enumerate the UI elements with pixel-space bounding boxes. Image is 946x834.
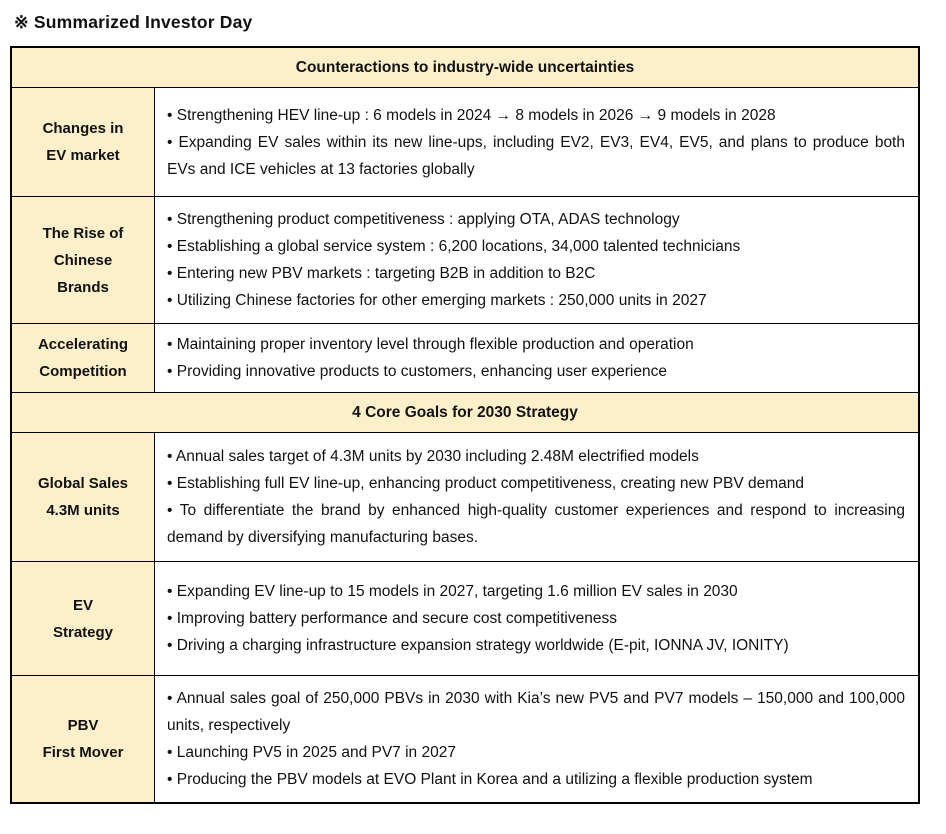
table-row-pbv-first-mover: PBV First Mover • Annual sales goal of 2… bbox=[12, 676, 918, 802]
row-label-rise-of-chinese-brands: The Rise of Chinese Brands bbox=[12, 197, 155, 323]
bullet-line: • Establishing full EV line-up, enhancin… bbox=[167, 475, 804, 492]
row-label-pbv-first-mover: PBV First Mover bbox=[12, 676, 155, 802]
bullet-line: • Driving a charging infrastructure expa… bbox=[167, 637, 789, 654]
table-row-rise-of-chinese-brands: The Rise of Chinese Brands • Strengtheni… bbox=[12, 197, 918, 324]
row-label-accelerating-competition: Accelerating Competition bbox=[12, 324, 155, 392]
bullet-line: • Providing innovative products to custo… bbox=[167, 363, 667, 380]
bullet-line: • Utilizing Chinese factories for other … bbox=[167, 292, 707, 309]
row-content-ev-strategy: • Expanding EV line-up to 15 models in 2… bbox=[155, 562, 918, 675]
bullet-line: • Annual sales goal of 250,000 PBVs in 2… bbox=[167, 690, 905, 734]
row-content-changes-in-ev-market: • Strengthening HEV line-up : 6 models i… bbox=[155, 88, 918, 196]
bullet-line: • Expanding EV line-up to 15 models in 2… bbox=[167, 583, 738, 600]
table-row-accelerating-competition: Accelerating Competition • Maintaining p… bbox=[12, 324, 918, 393]
bullet-line: • Annual sales target of 4.3M units by 2… bbox=[167, 448, 699, 465]
row-label-changes-in-ev-market: Changes in EV market bbox=[12, 88, 155, 196]
row-content-pbv-first-mover: • Annual sales goal of 250,000 PBVs in 2… bbox=[155, 676, 918, 802]
bullet-line: • Entering new PBV markets : targeting B… bbox=[167, 265, 596, 282]
table-row-ev-strategy: EV Strategy • Expanding EV line-up to 15… bbox=[12, 562, 918, 676]
row-label-ev-strategy: EV Strategy bbox=[12, 562, 155, 675]
bullet-line: • Launching PV5 in 2025 and PV7 in 2027 bbox=[167, 744, 456, 761]
section-header-counteractions: Counteractions to industry-wide uncertai… bbox=[12, 48, 918, 88]
section-header-core-goals: 4 Core Goals for 2030 Strategy bbox=[12, 393, 918, 433]
bullet-line: • To differentiate the brand by enhanced… bbox=[167, 502, 905, 546]
table-row-global-sales: Global Sales 4.3M units • Annual sales t… bbox=[12, 433, 918, 562]
row-content-rise-of-chinese-brands: • Strengthening product competitiveness … bbox=[155, 197, 918, 323]
bullet-line: • Expanding EV sales within its new line… bbox=[167, 133, 905, 178]
row-content-accelerating-competition: • Maintaining proper inventory level thr… bbox=[155, 324, 918, 392]
row-label-global-sales: Global Sales 4.3M units bbox=[12, 433, 155, 561]
row-content-global-sales: • Annual sales target of 4.3M units by 2… bbox=[155, 433, 918, 561]
bullet-line: • Establishing a global service system :… bbox=[167, 238, 741, 255]
bullet-line: • Maintaining proper inventory level thr… bbox=[167, 336, 694, 353]
bullet-line: • Strengthening product competitiveness … bbox=[167, 211, 680, 228]
table-row-changes-in-ev-market: Changes in EV market • Strengthening HEV… bbox=[12, 88, 918, 197]
bullet-line: • Strengthening HEV line-up : 6 models i… bbox=[167, 106, 776, 124]
summary-table: Counteractions to industry-wide uncertai… bbox=[10, 46, 920, 804]
page-title: ※ Summarized Investor Day bbox=[14, 12, 253, 32]
bullet-line: • Improving battery performance and secu… bbox=[167, 610, 617, 627]
bullet-line: • Producing the PBV models at EVO Plant … bbox=[167, 771, 813, 788]
